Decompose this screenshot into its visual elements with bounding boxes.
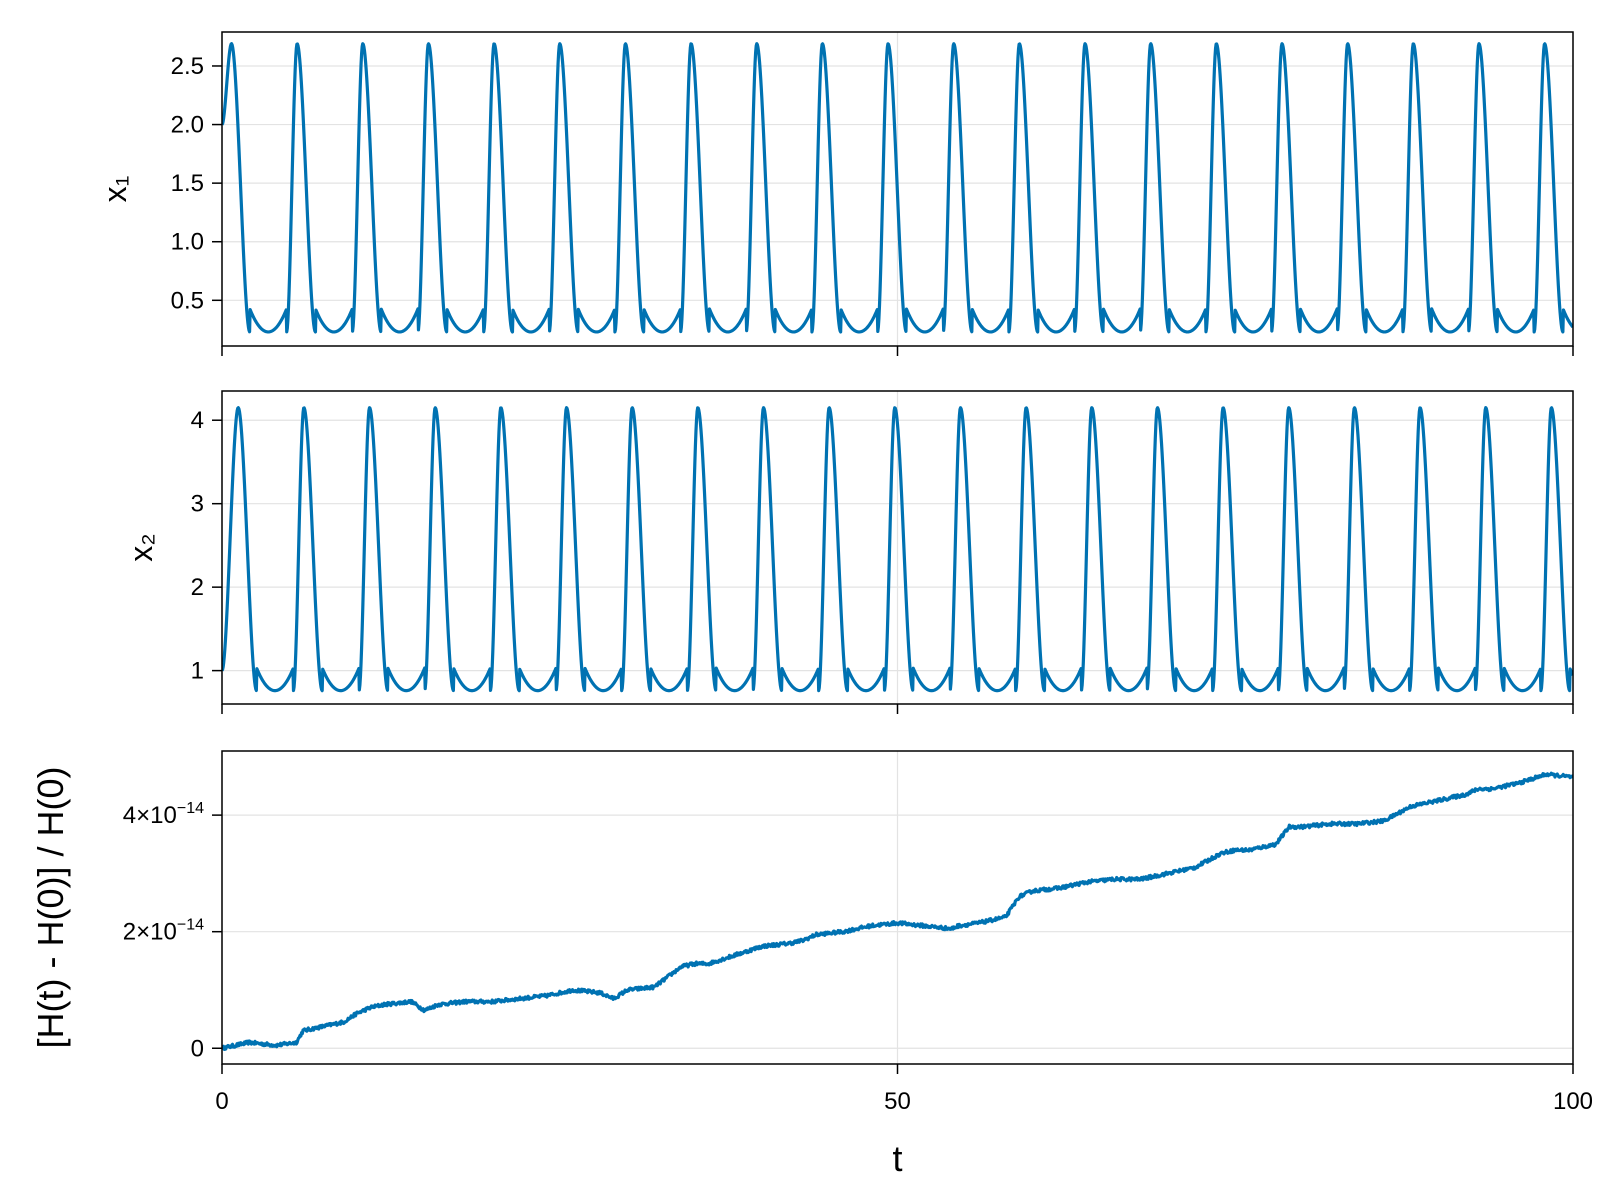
x-tick-label: 100 xyxy=(1553,1088,1593,1115)
x-tick-label: 0 xyxy=(215,1088,228,1115)
series-line-x2 xyxy=(222,406,1573,693)
panel-x1: 0.5 1.0 1.5 2.0 2.5 x₁ xyxy=(97,31,1574,356)
y-tick-label: 4×10−14 xyxy=(123,800,204,829)
y-tick-label: 1 xyxy=(191,658,204,685)
y-tick-label: 2.5 xyxy=(171,53,204,80)
series-line-x1 xyxy=(222,42,1573,334)
y-axis-label: x₁ xyxy=(97,176,133,203)
y-tick-label: 0 xyxy=(191,1035,204,1062)
y-tick-label: 2×10−14 xyxy=(123,917,204,946)
x-tick-label: 50 xyxy=(884,1088,911,1115)
x-axis-label: t xyxy=(892,1138,902,1179)
series-line-energy-error xyxy=(222,771,1573,1051)
panel-x2: 1 2 3 4 x₂ xyxy=(123,390,1574,714)
y-tick-label-base: 2×10 xyxy=(123,919,177,946)
y-tick-label: 1.0 xyxy=(171,229,204,256)
y-tick-label-base: 0 xyxy=(191,1035,204,1062)
y-axis-label: x₂ xyxy=(123,533,159,561)
y-tick-label: 1.5 xyxy=(171,170,204,197)
y-tick-label: 0.5 xyxy=(171,287,204,314)
y-tick-label-base: 4×10 xyxy=(123,802,177,829)
y-tick-label-exponent: −14 xyxy=(177,800,204,817)
y-tick-label: 4 xyxy=(191,407,204,434)
y-tick-label-exponent: −14 xyxy=(177,917,204,934)
y-tick-label: 3 xyxy=(191,491,204,518)
y-axis-label: [H(t) - H(0)] / H(0) xyxy=(30,767,71,1049)
y-tick-label: 2 xyxy=(191,574,204,601)
y-tick-label: 2.0 xyxy=(171,112,204,139)
